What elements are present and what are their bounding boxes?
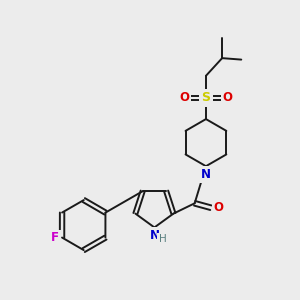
Text: F: F [51, 231, 59, 244]
Text: O: O [223, 92, 233, 104]
Text: O: O [213, 201, 223, 214]
Text: H: H [159, 234, 167, 244]
Text: S: S [201, 92, 210, 104]
Text: N: N [149, 229, 159, 242]
Text: N: N [201, 168, 211, 181]
Text: O: O [179, 92, 189, 104]
